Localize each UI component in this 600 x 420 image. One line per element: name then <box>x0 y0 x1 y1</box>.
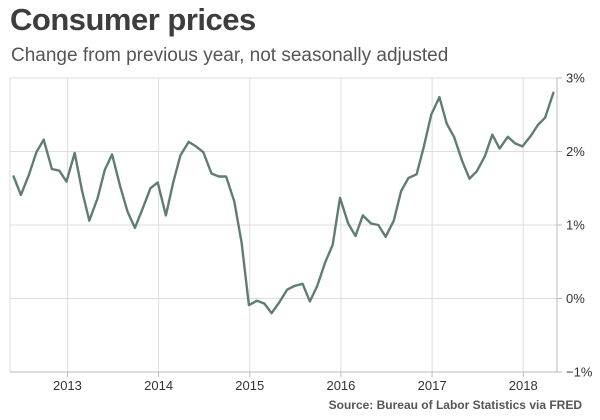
data-point <box>28 173 30 175</box>
x-tick-label: 2018 <box>509 378 538 393</box>
data-point <box>104 169 106 171</box>
data-point <box>347 222 349 224</box>
data-point <box>514 142 516 144</box>
data-point <box>423 145 425 147</box>
data-point <box>248 304 250 306</box>
data-point <box>43 139 45 141</box>
data-point <box>263 302 265 304</box>
data-point <box>498 147 500 149</box>
data-point <box>142 206 144 208</box>
data-point <box>179 154 181 156</box>
data-point <box>529 135 531 137</box>
data-point <box>134 227 136 229</box>
data-point <box>552 92 554 94</box>
data-point <box>58 169 60 171</box>
data-point <box>453 136 455 138</box>
tick-labels: 3% 2% 1% 0% −1% 2013 2014 2015 2016 2017 2018 <box>53 71 593 394</box>
data-point <box>111 153 113 155</box>
x-tick-label: 2013 <box>53 378 82 393</box>
data-point <box>384 236 386 238</box>
data-point <box>339 197 341 199</box>
y-tick-label: 1% <box>566 218 585 233</box>
chart-subtitle: Change from previous year, not seasonall… <box>11 45 449 66</box>
data-point <box>484 155 486 157</box>
data-point <box>35 151 37 153</box>
data-point <box>415 173 417 175</box>
data-point <box>507 136 509 138</box>
x-tick-label: 2016 <box>326 378 355 393</box>
data-point <box>430 114 432 116</box>
data-point <box>188 141 190 143</box>
grid-lines <box>10 77 557 373</box>
data-point <box>233 200 235 202</box>
data-point <box>96 197 98 199</box>
data-point <box>537 124 539 126</box>
data-point <box>370 222 372 224</box>
y-tick-label: 2% <box>566 144 585 159</box>
data-point <box>126 211 128 213</box>
data-point <box>279 300 281 302</box>
data-point <box>476 170 478 172</box>
data-point <box>521 145 523 147</box>
data-point <box>438 96 440 98</box>
data-point <box>149 187 151 189</box>
x-tick-label: 2015 <box>235 378 264 393</box>
data-point <box>407 177 409 179</box>
data-point <box>461 160 463 162</box>
data-point <box>210 172 212 174</box>
data-point <box>468 178 470 180</box>
source-note: Source: Bureau of Labor Statistics via F… <box>328 398 582 412</box>
data-point <box>256 300 258 302</box>
data-point <box>301 283 303 285</box>
data-point <box>225 175 227 177</box>
data-point <box>393 219 395 221</box>
data-point <box>157 181 159 183</box>
series-line <box>12 91 555 315</box>
data-point <box>491 133 493 135</box>
data-point <box>309 300 311 302</box>
data-point <box>81 189 83 191</box>
axes <box>9 77 562 377</box>
data-point <box>286 289 288 291</box>
chart-title: Consumer prices <box>10 2 256 37</box>
data-point <box>362 214 364 216</box>
data-point <box>332 244 334 246</box>
y-tick-label: 0% <box>566 291 585 306</box>
data-point <box>88 219 90 221</box>
data-point <box>377 224 379 226</box>
y-tick-label: 3% <box>566 71 585 86</box>
data-point <box>172 181 174 183</box>
data-point <box>202 151 204 153</box>
data-point <box>218 175 220 177</box>
data-point <box>324 261 326 263</box>
data-point <box>195 145 197 147</box>
data-point <box>165 214 167 216</box>
data-point <box>74 152 76 154</box>
x-tick-label: 2014 <box>144 378 173 393</box>
data-point <box>65 180 67 182</box>
data-point <box>446 122 448 124</box>
data-point <box>400 190 402 192</box>
data-point <box>51 168 53 170</box>
series-layer <box>12 91 555 315</box>
data-point <box>119 186 121 188</box>
data-point <box>270 312 272 314</box>
x-tick-label: 2017 <box>418 378 447 393</box>
data-point <box>240 241 242 243</box>
data-point <box>316 285 318 287</box>
data-point <box>12 175 14 177</box>
y-tick-label: −1% <box>566 365 593 380</box>
data-point <box>544 117 546 119</box>
data-point <box>354 235 356 237</box>
data-point <box>293 285 295 287</box>
data-point <box>20 194 22 196</box>
